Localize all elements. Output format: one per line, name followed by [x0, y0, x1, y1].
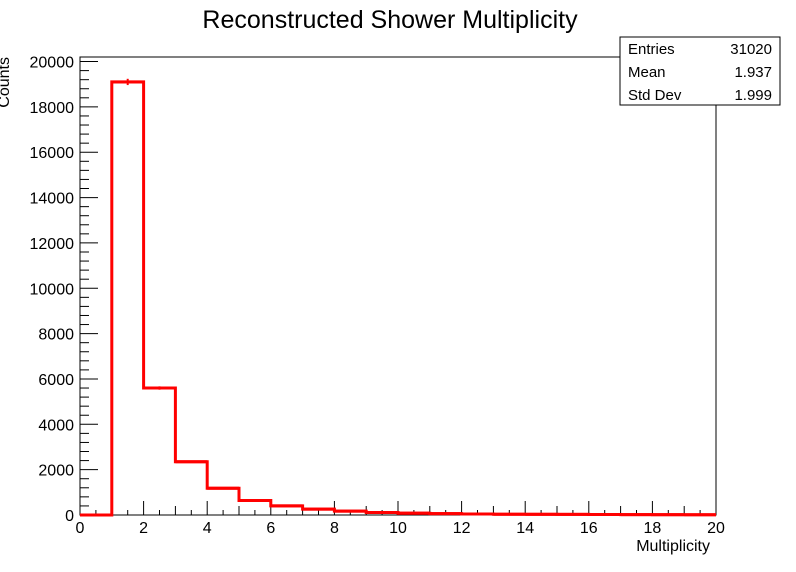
- y-axis-title: Counts: [0, 57, 13, 108]
- y-tick-label: 14000: [30, 191, 75, 208]
- x-tick-label: 16: [580, 520, 598, 537]
- stats-value: 31020: [730, 41, 772, 58]
- x-axis: 0 2 4 6 8 10 12 14 16 18 20: [76, 501, 725, 537]
- y-axis: 0 2000 4000 6000 8000 10000 12000 14000 16000 180…: [30, 55, 98, 525]
- y-tick-label: 2000: [38, 463, 74, 480]
- stats-value: 1.937: [734, 64, 772, 81]
- y-tick-label: 20000: [30, 55, 75, 72]
- x-tick-label: 0: [76, 520, 85, 537]
- y-tick-label: 18000: [30, 100, 75, 117]
- y-tick-label: 6000: [38, 372, 74, 389]
- chart-title: Reconstructed Shower Multiplicity: [202, 6, 578, 34]
- x-tick-label: 6: [266, 520, 275, 537]
- y-tick-label: 4000: [38, 417, 74, 434]
- x-tick-label: 8: [330, 520, 339, 537]
- x-tick-label: 14: [516, 520, 534, 537]
- stats-box: Entries 31020 Mean 1.937 Std Dev 1.999: [619, 36, 781, 106]
- stats-label: Mean: [628, 64, 666, 81]
- x-tick-label: 10: [389, 520, 407, 537]
- x-axis-title: Multiplicity: [636, 538, 710, 555]
- stats-label: Entries: [628, 41, 675, 58]
- x-tick-label: 20: [707, 520, 725, 537]
- histogram-outline: [80, 80, 716, 517]
- histogram-series: [80, 78, 716, 517]
- x-tick-label: 12: [453, 520, 471, 537]
- x-tick-label: 4: [203, 520, 212, 537]
- y-tick-label: 0: [65, 508, 74, 525]
- stats-value: 1.999: [734, 87, 772, 104]
- y-tick-label: 12000: [30, 236, 75, 253]
- x-tick-label: 2: [139, 520, 148, 537]
- y-tick-label: 10000: [30, 281, 75, 298]
- stats-box-border: [619, 36, 781, 106]
- y-tick-label: 16000: [30, 145, 75, 162]
- stats-label: Std Dev: [628, 87, 682, 104]
- x-tick-label: 18: [644, 520, 662, 537]
- y-tick-label: 8000: [38, 327, 74, 344]
